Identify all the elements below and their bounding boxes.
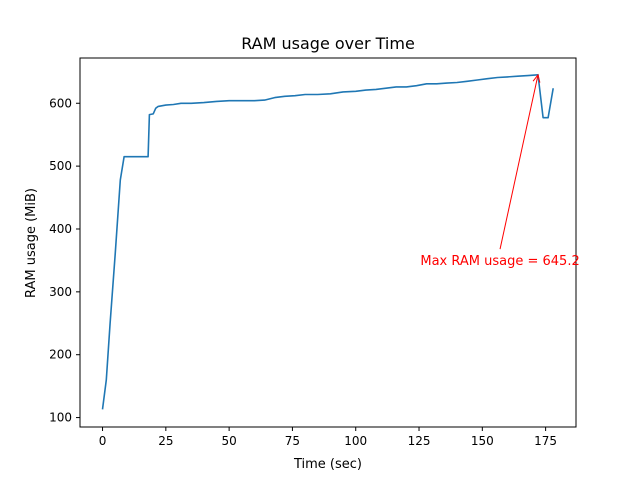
x-tick-label: 75 (285, 434, 300, 448)
x-tick-label: 150 (471, 434, 494, 448)
annotation-text: Max RAM usage = 645.2 (420, 254, 579, 269)
y-axis-label: RAM usage (MiB) (24, 188, 39, 298)
annotation-arrowhead (532, 73, 541, 83)
y-axis: 100 200 300 400 500 600 (49, 96, 80, 425)
y-tick-label: 200 (49, 348, 72, 362)
annotation: Max RAM usage = 645.2 (420, 73, 580, 269)
x-axis-label: Time (sec) (293, 457, 362, 472)
y-tick-label: 400 (49, 222, 72, 236)
plot-frame (79, 57, 577, 428)
y-tick-label: 600 (49, 96, 72, 110)
annotation-arrow (499, 74, 539, 250)
x-tick-label: 125 (408, 434, 431, 448)
chart-title: RAM usage over Time (241, 34, 415, 53)
y-tick-label: 500 (49, 159, 72, 173)
x-axis: 0 25 50 75 100 125 150 175 (99, 427, 557, 448)
y-tick-label: 300 (49, 285, 72, 299)
plot-area (101, 74, 554, 410)
x-tick-label: 0 (99, 434, 107, 448)
x-tick-label: 50 (221, 434, 236, 448)
x-tick-label: 175 (534, 434, 557, 448)
x-tick-label: 25 (158, 434, 173, 448)
y-tick-label: 100 (49, 411, 72, 425)
series-line (101, 74, 554, 410)
x-tick-label: 100 (344, 434, 367, 448)
